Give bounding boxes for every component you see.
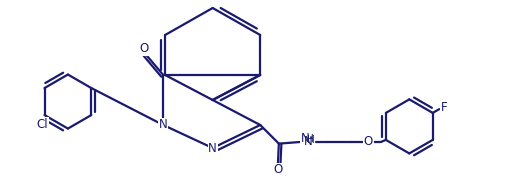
Text: N: N <box>301 133 310 146</box>
Text: N: N <box>159 118 168 131</box>
Text: N: N <box>304 135 312 148</box>
Text: O: O <box>139 42 148 55</box>
Text: H: H <box>307 135 315 145</box>
Text: H: H <box>306 134 314 144</box>
Text: O: O <box>273 163 282 176</box>
Text: Cl: Cl <box>37 118 48 131</box>
Text: F: F <box>441 101 448 114</box>
Text: O: O <box>363 135 373 148</box>
Text: N: N <box>208 142 217 155</box>
